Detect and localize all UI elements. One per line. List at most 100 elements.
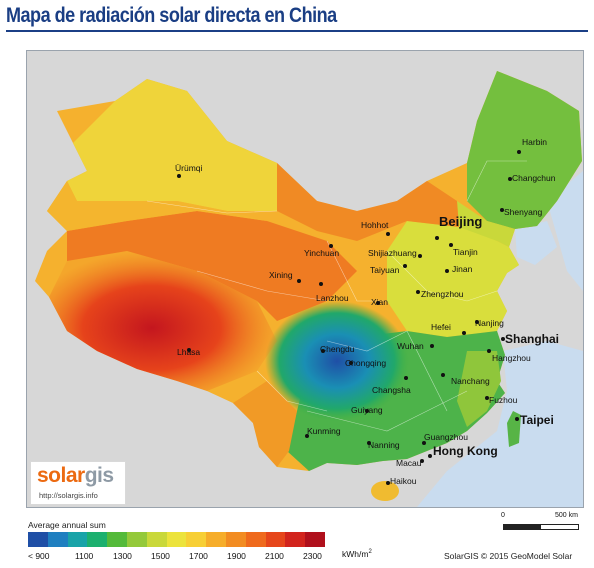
city-dot: [418, 254, 422, 258]
legend-tick: 2300: [303, 551, 322, 561]
legend-tick: 1700: [189, 551, 208, 561]
legend-swatch: [146, 532, 167, 547]
legend-unit-text: kWh/m: [342, 549, 369, 559]
legend-title: Average annual sum: [28, 520, 106, 530]
city-dot: [416, 290, 420, 294]
city-label: Jinan: [452, 264, 473, 274]
city-dot: [349, 361, 353, 365]
solargis-wordmark: solargis: [37, 464, 114, 488]
city-label: Macau: [396, 458, 422, 468]
city-label: Fuzhou: [489, 395, 518, 405]
legend-swatch: [126, 532, 147, 547]
city-dot: [177, 174, 181, 178]
legend-swatch: [265, 532, 286, 547]
city-label: Hefei: [431, 322, 451, 332]
city-label: Zhengzhou: [421, 289, 464, 299]
legend-swatch: [28, 532, 48, 547]
legend-swatch: [107, 532, 127, 547]
solargis-logo: solargis http://solargis.info: [30, 461, 126, 505]
page-title: Mapa de radiación solar directa en China: [6, 4, 337, 27]
city-dot: [319, 282, 323, 286]
scale-start: 0: [501, 512, 505, 519]
wordmark-part2: gis: [84, 464, 114, 487]
legend-tick: 1500: [151, 551, 170, 561]
sea-bohai: [515, 221, 557, 265]
city-dot: [386, 232, 390, 236]
city-dot: [500, 208, 504, 212]
legend-tick: < 900: [28, 551, 50, 561]
city-label-major: Taipei: [520, 413, 554, 427]
city-label: Kunming: [307, 426, 341, 436]
zone-north-plain: [387, 221, 519, 337]
city-label: Nanchang: [451, 376, 490, 386]
city-label: Xining: [269, 270, 293, 280]
legend-swatch: [47, 532, 68, 547]
legend-unit-sup: 2: [368, 549, 372, 556]
legend-tick: 1100: [75, 551, 94, 561]
city-label: Taiyuan: [370, 265, 400, 275]
city-dot: [428, 454, 432, 458]
zone-northeast-yellow: [457, 201, 515, 247]
map-title-bar: Mapa de radiación solar directa en China: [6, 2, 588, 32]
legend-swatch: [245, 532, 266, 547]
city-dot: [441, 373, 445, 377]
city-dot: [367, 441, 371, 445]
wordmark-part1: solar: [37, 464, 85, 487]
city-label: Hohhot: [361, 220, 389, 230]
city-dot: [475, 320, 479, 324]
city-dot: [329, 244, 333, 248]
city-label: Wuhan: [397, 341, 424, 351]
city-dot: [420, 459, 424, 463]
city-label: Lhasa: [177, 347, 201, 357]
city-label: Nanjing: [475, 318, 504, 328]
scale-bar: 0 500 km: [501, 512, 579, 533]
city-dot: [403, 264, 407, 268]
scale-end: 500 km: [555, 512, 578, 519]
city-dot: [297, 279, 301, 283]
legend-color-bar: [28, 532, 325, 547]
city-dot: [321, 349, 325, 353]
city-dot: [517, 150, 521, 154]
legend-swatch: [166, 532, 187, 547]
legend-swatch: [285, 532, 306, 547]
zone-tarim: [47, 181, 267, 231]
city-label: Tianjin: [453, 247, 478, 257]
city-dot: [305, 434, 309, 438]
city-dot: [462, 331, 466, 335]
city-label: Changchun: [512, 173, 556, 183]
city-label: Chengdu: [320, 344, 355, 354]
city-label: Nanning: [368, 440, 400, 450]
city-dot: [422, 441, 426, 445]
legend-unit: kWh/m2: [342, 549, 372, 559]
zone-inner-mongolia: [277, 163, 459, 241]
city-dot: [365, 409, 369, 413]
city-label: Chongqing: [345, 358, 387, 368]
legend-swatch: [206, 532, 226, 547]
zone-coast-yellow: [457, 351, 501, 427]
legend-swatch: [67, 532, 88, 547]
zone-sichuan-basin: [265, 301, 409, 421]
zone-tibet: [49, 251, 277, 391]
city-label: Haikou: [390, 476, 417, 486]
city-dot: [376, 301, 380, 305]
city-label: Hangzhou: [492, 353, 531, 363]
legend-tick: 1300: [113, 551, 132, 561]
zone-northeast: [467, 71, 582, 229]
solar-radiation-map: Harbin Changchun Shenyang Ürümqi Hohhot …: [26, 50, 584, 508]
legend-tick: 1900: [227, 551, 246, 561]
city-label: Guangzhou: [424, 432, 468, 442]
city-label: Xian: [371, 297, 389, 307]
city-label: Lanzhou: [316, 293, 349, 303]
legend-swatch: [186, 532, 207, 547]
scale-ruler: [503, 524, 579, 530]
city-label-major: Beijing: [439, 214, 483, 229]
city-label: Shijiazhuang: [368, 248, 417, 258]
legend-swatch: [87, 532, 108, 547]
city-label: Yinchuan: [304, 248, 340, 258]
city-label: Changsha: [372, 385, 411, 395]
map-graphic: [27, 51, 583, 507]
city-label-major: Shanghai: [505, 332, 560, 346]
city-label: Shenyang: [504, 207, 543, 217]
city-dot: [485, 396, 489, 400]
city-dot: [508, 177, 512, 181]
